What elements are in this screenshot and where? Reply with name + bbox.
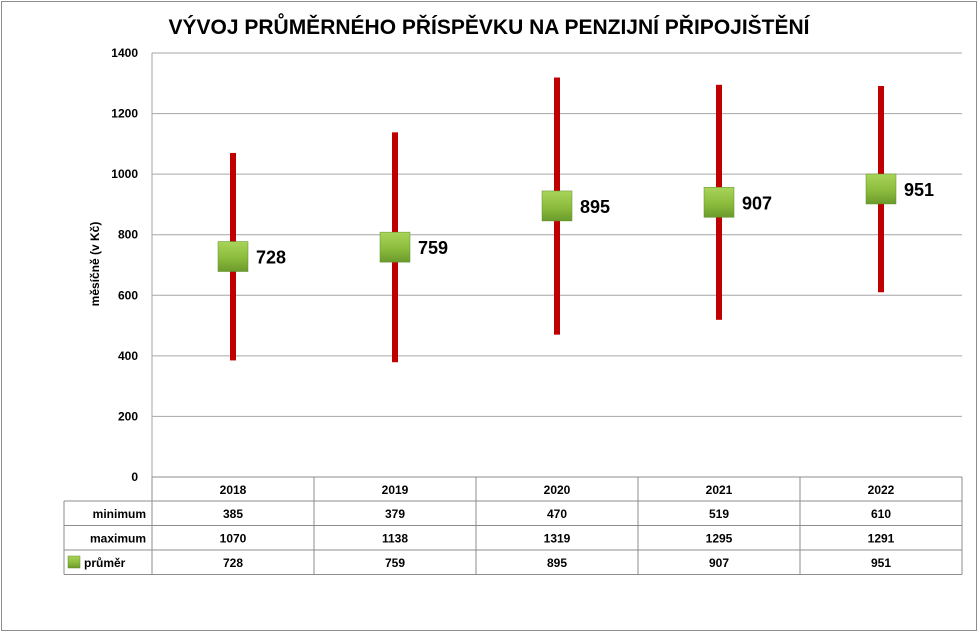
- x-category-label: 2022: [868, 483, 895, 497]
- table-cell: 1138: [382, 532, 408, 546]
- y-tick-label: 1000: [111, 167, 138, 181]
- data-label: 907: [742, 193, 772, 213]
- data-label: 951: [904, 180, 934, 200]
- x-category-label: 2018: [220, 483, 247, 497]
- y-tick-label: 400: [118, 349, 138, 363]
- table-cell: 1295: [706, 532, 733, 546]
- chart-title: VÝVOJ PRŮMĚRNÉHO PŘÍSPĚVKU NA PENZIJNÍ P…: [168, 16, 810, 39]
- table-cell: 385: [223, 507, 243, 521]
- average-markers: [217, 173, 897, 272]
- table-cell: 470: [547, 507, 567, 521]
- average-marker: [541, 190, 573, 222]
- y-tick-label: 200: [118, 409, 138, 423]
- table-cell: 610: [871, 507, 891, 521]
- data-label: 759: [418, 238, 448, 258]
- table-cell: 1291: [868, 532, 895, 546]
- legend-key-marker: [67, 555, 81, 569]
- x-category-label: 2021: [706, 483, 733, 497]
- data-label: 895: [580, 197, 610, 217]
- average-marker: [217, 241, 249, 272]
- x-category-label: 2019: [382, 483, 409, 497]
- table-cell: 759: [385, 556, 405, 570]
- table-cell: 379: [385, 507, 405, 521]
- legend-row-label: průměr: [84, 556, 126, 570]
- table-cell: 907: [709, 556, 729, 570]
- y-tick-label: 1400: [111, 46, 138, 60]
- table-cell: 895: [547, 556, 567, 570]
- table-cell: 1319: [544, 532, 571, 546]
- table-cell: 728: [223, 556, 243, 570]
- data-labels: 728 759 895 907 951: [256, 180, 934, 268]
- data-table: 2018 2019 2020 2021 2022 minimum 385 379 470 519 6…: [63, 476, 963, 575]
- table-cell: 519: [709, 507, 729, 521]
- average-marker: [703, 187, 735, 218]
- average-marker: [379, 231, 411, 263]
- y-tick-label: 800: [118, 228, 138, 242]
- x-category-label: 2020: [544, 483, 571, 497]
- table-cell: 951: [871, 556, 891, 570]
- y-tick-labels: 0 200 400 600 800 1000 1200 1400: [111, 46, 138, 484]
- data-label: 728: [256, 248, 286, 268]
- y-tick-label: 600: [118, 288, 138, 302]
- table-cell: 1070: [220, 532, 247, 546]
- y-tick-label: 1200: [111, 107, 138, 121]
- legend-row-label: maximum: [90, 532, 146, 546]
- y-tick-label: 0: [131, 470, 138, 484]
- legend-row-label: minimum: [93, 507, 146, 521]
- average-marker: [865, 173, 897, 205]
